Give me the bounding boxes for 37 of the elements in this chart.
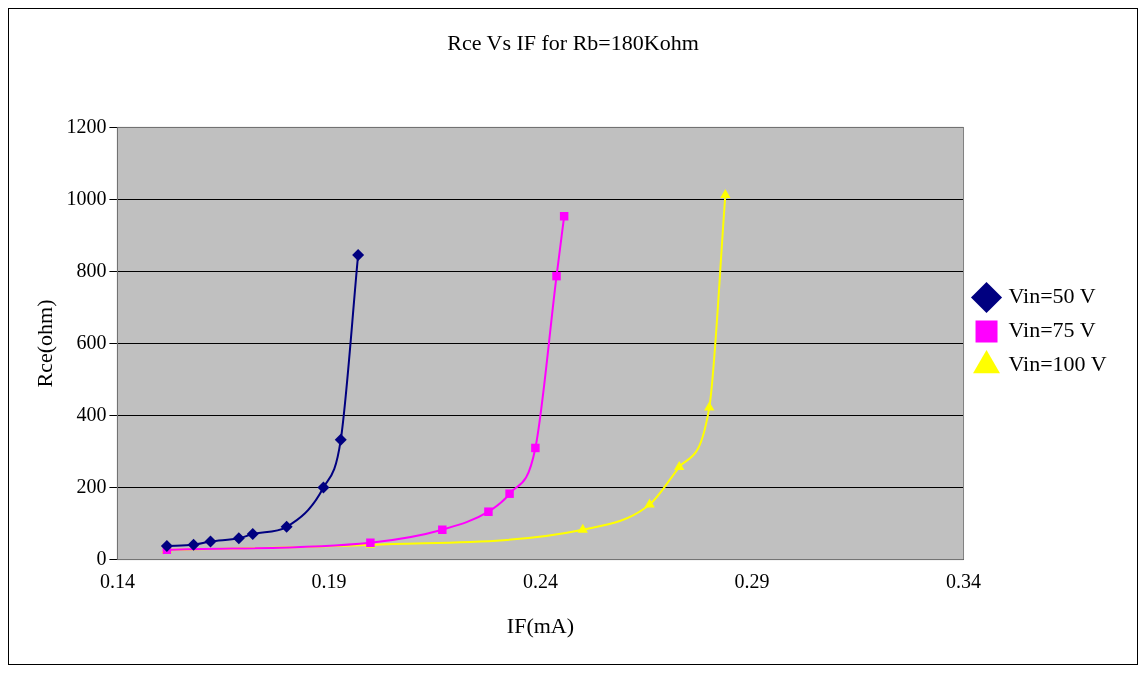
point [720, 189, 731, 199]
point [246, 528, 259, 541]
point [531, 443, 540, 453]
point [334, 433, 347, 446]
point [187, 538, 200, 551]
legend-label: Vin=100 V [1008, 351, 1107, 377]
point [438, 525, 447, 534]
point [160, 539, 173, 552]
y-tick-label: 800 [76, 258, 107, 281]
point [232, 532, 245, 545]
x-tick-label: 0.14 [99, 569, 135, 592]
point [352, 248, 365, 261]
point [280, 520, 293, 533]
point [704, 401, 715, 411]
point [505, 489, 514, 498]
y-tick-label: 0 [96, 546, 107, 569]
chart-title: Rce Vs IF for Rb=180Kohm [447, 29, 699, 55]
point [577, 523, 588, 533]
legend-label: Vin=50 V [1008, 283, 1096, 309]
point [674, 461, 685, 471]
y-tick-label: 600 [76, 330, 107, 353]
y-tick-label: 200 [76, 474, 107, 497]
y-tick-label: 1200 [66, 114, 107, 137]
point [559, 212, 569, 221]
legend-label: Vin=75 V [1008, 317, 1096, 343]
y-tick-label: 1000 [66, 186, 107, 209]
y-axis-title: Rce(ohm) [31, 299, 57, 388]
point [552, 271, 561, 281]
x-tick-label: 0.29 [734, 569, 770, 592]
x-tick-label: 0.24 [522, 569, 558, 592]
x-tick-label: 0.34 [946, 569, 982, 592]
x-tick-label: 0.19 [311, 569, 347, 592]
point [317, 481, 330, 494]
y-tick-label: 400 [76, 402, 107, 425]
x-axis-title: IF(mA) [506, 612, 575, 638]
point [484, 507, 493, 516]
point [204, 535, 217, 548]
